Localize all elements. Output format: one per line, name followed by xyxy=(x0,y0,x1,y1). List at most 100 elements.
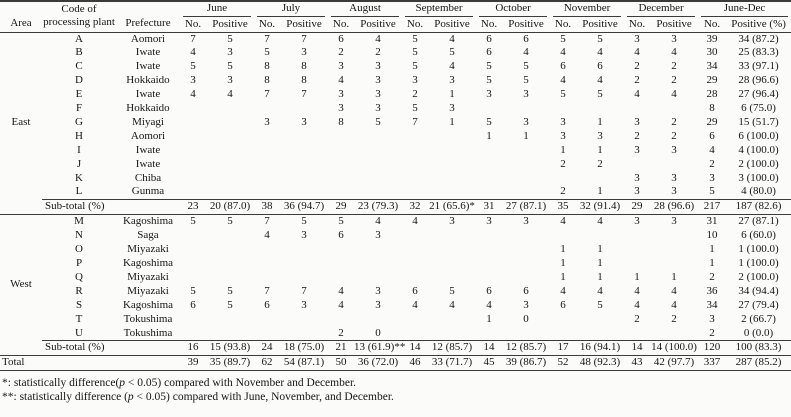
value-cell: 7 xyxy=(301,284,307,297)
value-cell: 1 xyxy=(560,143,566,156)
value-cell: 28 (96.6) xyxy=(738,74,779,87)
value-cell: 0 xyxy=(375,326,381,339)
value-cell: 4 xyxy=(671,46,677,59)
col-header-no: No. xyxy=(698,16,727,33)
value-cell xyxy=(280,185,328,199)
value-cell: 15 (93.8) xyxy=(206,340,255,357)
value-cell: 8 xyxy=(264,74,270,87)
value-cell xyxy=(254,185,280,199)
col-header-no: No. xyxy=(402,16,429,33)
footnote-text: < 0.05) compared with November and Decem… xyxy=(125,377,357,390)
p-symbol: p xyxy=(127,391,134,404)
table-row: U Tokushima 2 0 2 0 (0.0) xyxy=(0,327,791,341)
prefecture: Miyazaki xyxy=(127,284,169,297)
value-cell: 5 xyxy=(449,46,455,59)
value-cell: 6 xyxy=(486,32,492,45)
value-cell xyxy=(402,257,428,271)
value-cell: 217 xyxy=(698,199,727,216)
value-cell: 5 xyxy=(190,60,196,73)
value-cell: 4 xyxy=(375,32,381,45)
value-cell: 1 xyxy=(671,270,677,283)
value-cell: 5 xyxy=(486,60,492,73)
col-header-positive: Positive xyxy=(502,16,551,33)
value-cell: 5 xyxy=(523,74,529,87)
table-row: West M Kagoshima 5 5 7 5 5 4 4 3 3 3 4 4 3 3 31 27 (87.1) xyxy=(0,214,791,357)
value-cell: 10 xyxy=(706,229,718,242)
value-cell: 3 xyxy=(375,88,381,101)
value-cell: 29 xyxy=(706,74,718,87)
value-cell xyxy=(428,243,476,257)
value-cell: 4 xyxy=(264,229,270,242)
col-header-positive: Positive xyxy=(428,16,477,33)
value-cell: 2 xyxy=(412,88,418,101)
value-cell xyxy=(180,271,206,285)
value-cell: 4 xyxy=(560,46,566,59)
value-cell: 3 xyxy=(375,229,381,242)
value-cell: 4 xyxy=(190,46,196,59)
value-cell: 28 (96.6) xyxy=(650,199,699,216)
month-rule: September xyxy=(405,2,474,17)
month-label: September xyxy=(415,2,463,14)
value-cell: 4 xyxy=(634,284,640,297)
value-cell xyxy=(180,102,206,116)
value-cell xyxy=(576,172,624,186)
value-cell xyxy=(428,185,476,199)
value-cell: 2 xyxy=(709,326,715,339)
value-cell: 2 (100.0) xyxy=(738,270,779,283)
value-cell: 5 xyxy=(709,185,715,198)
value-cell: 6 xyxy=(338,229,344,242)
col-header-code: Code of processing plant xyxy=(42,1,116,33)
month-label: June xyxy=(206,2,228,14)
value-cell: 13 (61.9)** xyxy=(354,340,405,357)
value-cell xyxy=(428,271,476,285)
value-cell: 4 xyxy=(560,74,566,87)
value-cell: 3 xyxy=(301,229,307,242)
col-header-month-october: October xyxy=(476,1,550,17)
value-cell: 36 (72.0) xyxy=(354,355,403,372)
col-header-positive: Positive xyxy=(280,16,329,33)
value-cell xyxy=(576,327,624,341)
value-cell: 6 (100.0) xyxy=(738,129,779,142)
plant-code: E xyxy=(75,88,83,101)
value-cell: 5 xyxy=(190,215,196,228)
value-cell: 5 xyxy=(227,284,233,297)
footnote-text: *: statistically difference( xyxy=(2,377,120,390)
value-cell: 3 xyxy=(338,60,344,73)
value-cell: 3 xyxy=(338,102,344,115)
value-cell: 4 xyxy=(227,88,233,101)
subtotal-label: Sub-total (%) xyxy=(42,340,180,357)
value-cell: 27 (87.1) xyxy=(502,199,551,216)
value-cell xyxy=(650,229,698,243)
value-cell: 3 xyxy=(338,88,344,101)
value-cell: 3 xyxy=(709,312,715,325)
value-cell xyxy=(476,185,502,199)
col-header-month-september: September xyxy=(402,1,476,17)
value-cell: 34 (94.4) xyxy=(738,284,779,297)
value-cell: 6 xyxy=(709,129,715,142)
value-cell: 2 xyxy=(597,157,603,170)
month-label: December xyxy=(638,2,684,14)
value-cell xyxy=(180,172,206,186)
value-cell xyxy=(280,102,328,116)
value-cell xyxy=(180,130,206,144)
value-cell: 27 (96.4) xyxy=(738,88,779,101)
value-cell: 34 xyxy=(706,60,718,73)
value-cell xyxy=(206,229,254,243)
plant-code: D xyxy=(75,74,83,87)
value-cell xyxy=(402,172,428,186)
prefecture: Hokkaido xyxy=(126,74,170,87)
value-cell xyxy=(206,243,254,257)
value-cell xyxy=(550,172,576,186)
value-cell xyxy=(428,158,476,172)
value-cell xyxy=(502,257,550,271)
value-cell: 2 xyxy=(671,115,677,128)
value-cell: 3 xyxy=(449,215,455,228)
area-label-east: East xyxy=(0,32,42,216)
value-cell: 5 xyxy=(227,215,233,228)
month-label: November xyxy=(563,2,611,14)
plant-code: U xyxy=(75,326,83,339)
value-cell xyxy=(254,158,280,172)
footnotes: *: statistically difference( p < 0.05) co… xyxy=(0,376,791,404)
value-cell: 3 xyxy=(190,74,196,87)
value-cell xyxy=(428,144,476,158)
